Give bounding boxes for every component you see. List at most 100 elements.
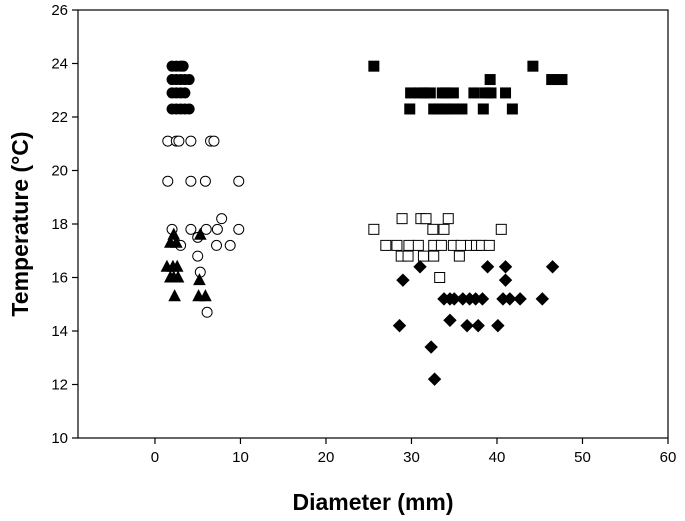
data-point-circle bbox=[200, 223, 212, 235]
data-point-square bbox=[468, 87, 480, 99]
data-point-triangle bbox=[170, 235, 183, 248]
data-point-circle bbox=[185, 175, 197, 187]
data-point-square bbox=[412, 239, 424, 251]
data-point-triangle bbox=[193, 273, 206, 286]
data-point-diamond bbox=[513, 292, 527, 306]
data-point-diamond bbox=[535, 292, 550, 306]
data-point-circle bbox=[233, 223, 245, 235]
y-tick-label: 20 bbox=[51, 163, 68, 180]
data-point-circle bbox=[199, 175, 211, 187]
data-point-square bbox=[424, 87, 436, 99]
data-point-square bbox=[435, 239, 447, 251]
x-tick-label: 10 bbox=[232, 449, 249, 466]
data-point-square bbox=[442, 213, 454, 225]
data-point-square bbox=[556, 74, 568, 86]
data-point-diamond bbox=[396, 273, 410, 287]
data-point-circle bbox=[192, 250, 204, 262]
data-point-diamond bbox=[471, 318, 485, 333]
data-point-diamond bbox=[413, 260, 427, 274]
data-point-circle bbox=[201, 306, 213, 318]
data-point-diamond bbox=[424, 340, 438, 354]
data-point-square bbox=[380, 239, 392, 251]
data-point-diamond bbox=[498, 260, 513, 274]
data-point-square bbox=[391, 239, 403, 251]
data-point-square bbox=[428, 250, 440, 262]
data-point-square bbox=[368, 223, 380, 235]
y-tick-label: 16 bbox=[51, 270, 68, 287]
y-tick-label: 12 bbox=[51, 377, 68, 394]
data-point-square bbox=[495, 223, 507, 235]
data-point-diamond bbox=[491, 318, 505, 333]
data-point-triangle bbox=[199, 289, 212, 302]
data-point-square bbox=[396, 213, 408, 225]
data-point-square bbox=[405, 87, 417, 99]
data-point-square bbox=[403, 239, 415, 251]
data-point-square bbox=[527, 60, 539, 72]
data-point-square bbox=[484, 74, 496, 86]
x-tick-label: 50 bbox=[574, 449, 591, 466]
x-tick-label: 40 bbox=[489, 449, 506, 466]
y-axis-ticks: 10 12 14 16 18 20 22 24 26 bbox=[51, 2, 78, 447]
x-tick-label: 60 bbox=[660, 449, 677, 466]
data-point-square bbox=[368, 60, 380, 72]
data-point-square bbox=[427, 223, 439, 235]
data-point-diamond bbox=[480, 260, 495, 274]
data-point-square bbox=[456, 103, 468, 115]
y-axis-label: Temperature (°C) bbox=[7, 131, 33, 316]
data-point-circle bbox=[211, 223, 223, 235]
data-point-square bbox=[404, 103, 416, 115]
data-point-circle bbox=[173, 135, 185, 147]
data-point-square bbox=[447, 87, 459, 99]
x-axis-label: Diameter (mm) bbox=[292, 489, 453, 515]
data-point-diamond bbox=[443, 313, 457, 328]
data-point-circle bbox=[183, 74, 195, 86]
x-axis-ticks: 0 10 20 30 40 50 60 bbox=[151, 438, 677, 466]
data-point-triangle bbox=[193, 227, 207, 240]
data-point-circle bbox=[185, 135, 197, 147]
data-point-circle bbox=[162, 175, 174, 187]
data-point-diamond bbox=[460, 318, 474, 333]
data-point-diamond bbox=[498, 273, 513, 287]
data-point-square bbox=[546, 74, 558, 86]
data-point-circle bbox=[179, 87, 191, 99]
data-point-circle bbox=[211, 239, 223, 251]
data-point-square bbox=[417, 250, 429, 262]
data-point-circle bbox=[216, 213, 228, 225]
x-tick-label: 30 bbox=[403, 449, 420, 466]
data-point-circle bbox=[233, 175, 245, 187]
data-point-diamond bbox=[503, 292, 517, 306]
data-point-diamond bbox=[392, 318, 407, 333]
data-point-square bbox=[506, 103, 518, 115]
x-tick-label: 0 bbox=[151, 449, 159, 466]
data-point-square bbox=[420, 213, 432, 225]
data-point-square bbox=[438, 223, 450, 235]
data-point-square bbox=[453, 250, 465, 262]
y-tick-label: 22 bbox=[51, 109, 68, 126]
data-point-square bbox=[500, 87, 512, 99]
data-point-triangle bbox=[171, 270, 185, 283]
data-point-square bbox=[483, 239, 495, 251]
y-tick-label: 26 bbox=[51, 2, 68, 19]
data-point-square bbox=[477, 103, 489, 115]
y-tick-label: 14 bbox=[51, 323, 68, 340]
data-point-triangle bbox=[170, 259, 184, 272]
data-point-circle bbox=[185, 223, 197, 235]
x-tick-label: 20 bbox=[318, 449, 335, 466]
data-point-square bbox=[434, 272, 446, 283]
y-tick-label: 10 bbox=[51, 430, 68, 447]
data-point-circle bbox=[177, 60, 189, 72]
data-point-circle bbox=[224, 239, 236, 251]
data-point-diamond bbox=[427, 372, 442, 386]
y-tick-label: 24 bbox=[51, 56, 68, 73]
data-point-diamond bbox=[475, 292, 490, 306]
data-point-square bbox=[455, 239, 467, 251]
data-point-diamond bbox=[545, 260, 560, 274]
data-points bbox=[160, 60, 568, 386]
y-tick-label: 18 bbox=[51, 216, 68, 233]
data-point-triangle bbox=[168, 289, 181, 302]
data-point-circle bbox=[208, 135, 220, 147]
data-point-circle bbox=[183, 103, 195, 115]
data-point-square bbox=[485, 87, 497, 99]
data-point-square bbox=[402, 250, 414, 262]
